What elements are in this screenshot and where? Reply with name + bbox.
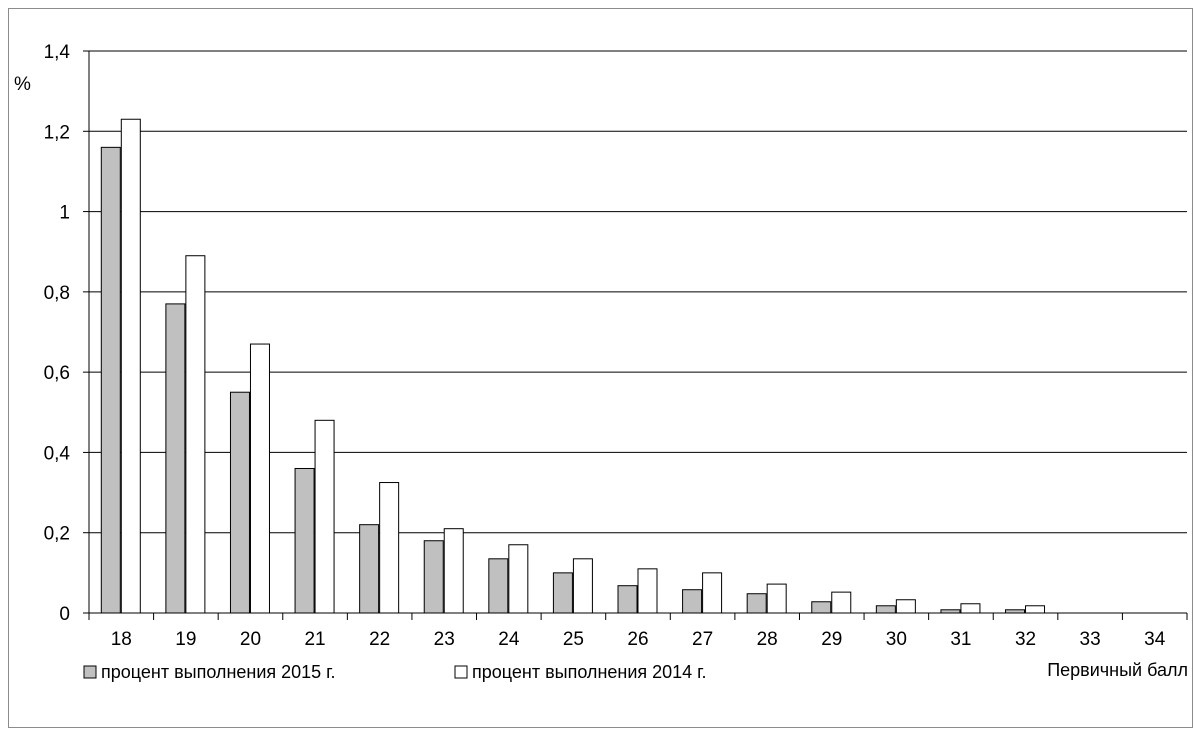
x-tick-label: 27 xyxy=(692,629,713,650)
x-tick-label: 28 xyxy=(757,629,778,650)
bar-2014-29 xyxy=(831,591,852,614)
x-tick-label: 19 xyxy=(175,629,196,650)
bar-2015-30 xyxy=(875,605,896,614)
x-tick-label: 30 xyxy=(886,629,907,650)
x-tick-label: 31 xyxy=(950,629,971,650)
x-tick-labels: 18 19 20 21 22 23 24 25 26 27 28 29 30 31 32 33 34 xyxy=(111,629,1166,650)
x-tick-label: 33 xyxy=(1080,629,1101,650)
bar-2014-20 xyxy=(249,343,270,614)
bar-2014-27 xyxy=(702,572,723,614)
x-axis-label: Первичный балл xyxy=(1047,660,1188,680)
legend: процент выполнения 2015 г. процент выполн… xyxy=(83,662,707,682)
axes xyxy=(83,50,1188,620)
legend-swatch-2014 xyxy=(454,665,468,679)
y-tick-labels: 0 0,2 0,4 0,6 0,8 1 1,2 1,4 xyxy=(44,42,71,625)
y-tick-label: 1 xyxy=(59,203,70,224)
y-tick-label: 0 xyxy=(59,604,70,625)
bar-2015-25 xyxy=(552,572,573,614)
bar-2014-23 xyxy=(443,528,464,614)
bar-2014-31 xyxy=(960,603,981,614)
bars xyxy=(100,118,1046,614)
chart-frame xyxy=(8,8,1193,728)
bar-2014-18 xyxy=(120,118,141,614)
bar-2014-25 xyxy=(572,558,593,614)
legend-label-2015: процент выполнения 2015 г. xyxy=(101,662,336,682)
bar-2014-24 xyxy=(508,544,529,614)
y-tick-label: 1,2 xyxy=(44,122,70,143)
x-tick-label: 24 xyxy=(498,629,520,650)
y-axis-label: % xyxy=(14,74,31,95)
bar-2015-18 xyxy=(100,146,121,614)
x-tick-label: 32 xyxy=(1015,629,1036,650)
x-tick-label: 26 xyxy=(627,629,648,650)
y-tick-label: 0,6 xyxy=(44,363,70,384)
bar-2014-19 xyxy=(185,255,206,614)
bar-2015-19 xyxy=(165,303,186,614)
bar-2014-30 xyxy=(895,599,916,614)
bar-2015-23 xyxy=(423,540,444,614)
bar-2014-26 xyxy=(637,568,658,614)
bar-2015-21 xyxy=(294,467,315,614)
bar-2014-21 xyxy=(314,419,335,614)
x-tick-label: 22 xyxy=(369,629,390,650)
y-tick-label: 0,2 xyxy=(44,524,70,545)
bar-2015-27 xyxy=(682,589,703,614)
bar-2015-20 xyxy=(229,391,250,614)
bar-2014-22 xyxy=(379,482,400,614)
bar-2015-24 xyxy=(488,558,509,614)
x-tick-label: 21 xyxy=(304,629,325,650)
gridlines xyxy=(89,50,1187,534)
bar-2014-32 xyxy=(1025,605,1046,614)
x-tick-label: 20 xyxy=(240,629,261,650)
bar-2015-22 xyxy=(359,524,380,614)
bar-2015-28 xyxy=(746,593,767,614)
y-tick-label: 0,4 xyxy=(44,443,71,464)
x-tick-label: 25 xyxy=(563,629,584,650)
y-tick-label: 1,4 xyxy=(44,42,71,63)
x-tick-label: 34 xyxy=(1144,629,1166,650)
x-tick-label: 18 xyxy=(111,629,132,650)
bar-2014-28 xyxy=(766,583,787,614)
legend-label-2014: процент выполнения 2014 г. xyxy=(472,662,707,682)
x-tick-label: 23 xyxy=(434,629,455,650)
x-tick-label: 29 xyxy=(821,629,842,650)
y-tick-label: 0,8 xyxy=(44,283,70,304)
bar-2015-29 xyxy=(811,601,832,614)
legend-swatch-2015 xyxy=(83,665,97,679)
bar-2015-26 xyxy=(617,585,638,614)
